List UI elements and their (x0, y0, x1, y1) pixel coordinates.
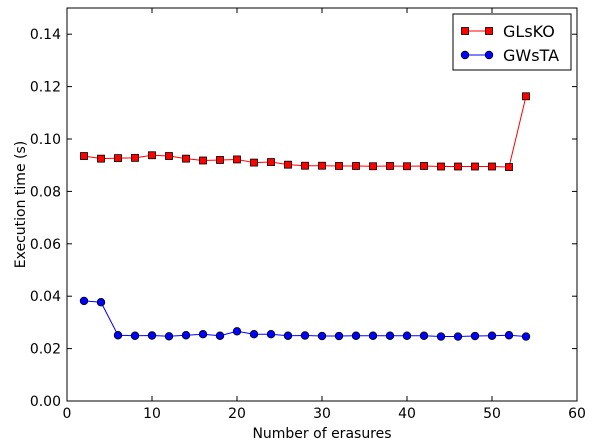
series-gwsta (79, 296, 531, 341)
data-point-gwsta (232, 327, 242, 336)
data-point-glsko (216, 156, 224, 164)
series-glsko (80, 92, 530, 171)
data-point-glsko (505, 163, 513, 171)
data-point-gwsta (504, 331, 514, 340)
data-point-gwsta (283, 331, 293, 340)
legend-label: GWsTA (503, 46, 559, 65)
data-point-gwsta (164, 332, 174, 341)
data-point-glsko (114, 154, 122, 163)
data-point-gwsta (419, 331, 429, 340)
data-point-glsko (352, 162, 360, 170)
y-axis-label: Execution time (s) (13, 141, 29, 268)
data-point-gwsta (96, 298, 106, 307)
data-point-glsko (301, 161, 309, 170)
legend-label: GLsKO (503, 22, 555, 41)
data-point-glsko (488, 162, 496, 171)
y-tick-label: 0.10 (30, 132, 61, 148)
data-point-gwsta (266, 329, 276, 339)
legend-marker (460, 50, 470, 60)
legend-marker (485, 27, 493, 35)
x-tick-label: 30 (313, 406, 331, 422)
data-point-gwsta (351, 331, 361, 340)
data-point-glsko (182, 154, 190, 163)
data-point-gwsta (181, 331, 191, 340)
legend-marker (484, 50, 494, 60)
y-tick-label: 0.04 (30, 289, 61, 305)
data-point-glsko (148, 151, 156, 160)
data-point-glsko (284, 160, 292, 169)
data-point-gwsta (334, 331, 344, 341)
data-point-gwsta (453, 332, 463, 341)
data-point-gwsta (113, 331, 123, 340)
data-point-glsko (471, 162, 479, 171)
data-point-gwsta (147, 331, 157, 340)
data-point-glsko (80, 152, 88, 160)
y-tick-label: 0.12 (30, 80, 61, 96)
data-point-glsko (437, 162, 445, 171)
x-tick-label: 0 (63, 406, 72, 422)
data-point-gwsta (317, 331, 327, 341)
data-point-glsko (454, 162, 462, 171)
legend-entry-glsko: GLsKO (461, 22, 555, 41)
x-tick-label: 10 (143, 406, 161, 422)
data-point-glsko (267, 158, 275, 166)
data-point-glsko (233, 155, 241, 164)
y-tick-label: 0.14 (30, 27, 61, 43)
data-point-glsko (335, 162, 343, 170)
data-point-glsko (369, 162, 377, 171)
data-point-gwsta (487, 331, 497, 340)
legend-entry-gwsta: GWsTA (460, 46, 559, 65)
y-tick-label: 0.06 (30, 237, 61, 253)
data-point-gwsta (215, 331, 225, 340)
data-point-gwsta (436, 332, 446, 341)
data-point-gwsta (470, 331, 480, 341)
x-tick-label: 40 (398, 406, 416, 422)
data-point-gwsta (521, 332, 531, 341)
legend-items: GLsKO GWsTA (460, 22, 559, 65)
axis-ticks: 0 10 20 30 40 50 60 0.00 0.02 0.04 0.06 0.08 0.10 0.1… (30, 8, 586, 422)
x-tick-label: 20 (228, 406, 246, 422)
data-point-gwsta (402, 331, 412, 340)
data-point-glsko (318, 161, 326, 170)
data-point-gwsta (368, 331, 378, 340)
data-point-glsko (250, 158, 258, 167)
data-point-gwsta (79, 296, 89, 306)
data-point-glsko (199, 156, 207, 165)
data-point-glsko (420, 162, 428, 170)
x-tick-label: 50 (483, 406, 501, 422)
legend-marker (461, 27, 469, 35)
series-layer (79, 92, 531, 341)
y-tick-label: 0.02 (30, 342, 61, 358)
data-point-gwsta (385, 331, 395, 340)
y-tick-label: 0.08 (30, 184, 61, 200)
data-point-glsko (522, 92, 530, 101)
data-point-glsko (97, 154, 105, 163)
legend: GLsKO GWsTA (452, 13, 572, 71)
data-point-gwsta (249, 329, 259, 339)
data-point-gwsta (130, 331, 140, 340)
data-point-glsko (403, 162, 411, 171)
data-point-gwsta (300, 331, 310, 340)
x-tick-label: 60 (568, 406, 586, 422)
data-point-gwsta (198, 329, 208, 339)
data-point-glsko (386, 162, 394, 170)
data-point-glsko (131, 153, 139, 162)
data-point-glsko (165, 152, 173, 160)
x-axis-label: Number of erasures (252, 426, 391, 442)
y-tick-label: 0.00 (30, 394, 61, 410)
legend-box (452, 13, 572, 71)
